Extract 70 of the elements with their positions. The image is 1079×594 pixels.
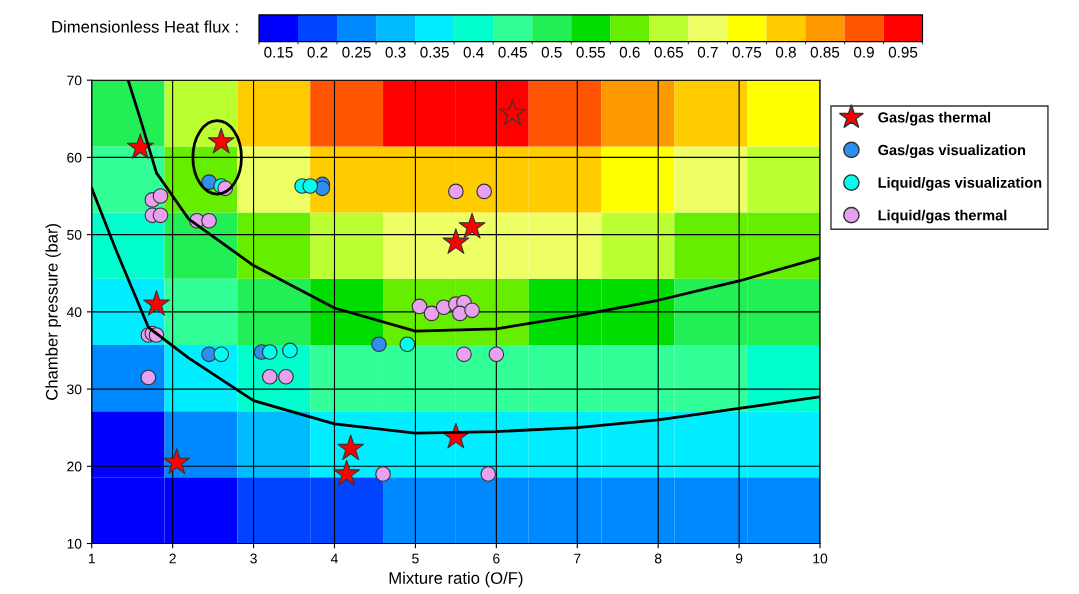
- point: [278, 368, 294, 385]
- color-bar-title: Dimensionless Heat flux :: [52, 20, 238, 33]
- point: [282, 342, 298, 359]
- x-tick-label: 4: [330, 553, 338, 564]
- color-bar-label: 0.8: [775, 46, 796, 58]
- point: [261, 368, 278, 385]
- color-bar-label: 0.55: [576, 46, 605, 58]
- point: [201, 212, 217, 229]
- point: [152, 207, 169, 224]
- point: [399, 336, 416, 353]
- point: [488, 346, 505, 363]
- color-bar-label: 0.75: [732, 46, 762, 58]
- color-bar-label: 0.3: [385, 46, 406, 58]
- color-bar-label: 0.6: [619, 46, 640, 58]
- color-bar-label: 0.65: [654, 46, 684, 58]
- point: [480, 466, 497, 482]
- color-bar-label: 0.5: [541, 46, 562, 58]
- point: [163, 448, 191, 474]
- point: [442, 228, 470, 254]
- point: [207, 127, 235, 154]
- y-tick-label: 60: [67, 152, 82, 163]
- color-bar-label: 0.35: [420, 46, 449, 58]
- color-bar-label: 0.45: [498, 46, 527, 58]
- point: [423, 305, 440, 322]
- x-tick-label: 10: [813, 553, 828, 564]
- y-tick-label: 20: [67, 461, 82, 472]
- color-bar-label: 0.85: [810, 46, 840, 58]
- color-bar-label: 0.15: [264, 46, 293, 58]
- point: [333, 459, 361, 486]
- y-tick-label: 10: [67, 538, 82, 549]
- point: [213, 346, 230, 363]
- point: [140, 369, 157, 386]
- color-bar-label: 0.95: [888, 46, 918, 58]
- color-bar-label: 0.9: [853, 46, 874, 58]
- legend-label: Liquid/gas visualization: [878, 177, 1042, 191]
- color-bar-label: 0.2: [307, 46, 328, 58]
- x-tick-label: 6: [493, 553, 500, 564]
- x-axis-title: Mixture ratio (O/F): [389, 571, 523, 588]
- point: [375, 466, 391, 482]
- point: [371, 336, 387, 353]
- y-tick-label: 30: [67, 384, 82, 395]
- x-tick-label: 5: [412, 553, 419, 564]
- y-axis-title: Chamber pressure (bar): [45, 223, 61, 400]
- point: [448, 183, 464, 200]
- x-tick-label: 9: [735, 553, 743, 564]
- x-tick-label: 8: [654, 553, 662, 564]
- point: [126, 133, 154, 159]
- point: [302, 178, 319, 194]
- point: [143, 290, 170, 316]
- y-tick-label: 70: [67, 75, 82, 86]
- x-tick-label: 7: [574, 553, 581, 564]
- x-tick-label: 2: [169, 553, 176, 564]
- x-tick-label: 1: [88, 553, 95, 564]
- legend-label: Liquid/gas thermal: [878, 209, 1007, 224]
- point: [456, 346, 472, 363]
- x-tick-label: 3: [250, 553, 257, 564]
- color-bar-label: 0.7: [697, 46, 718, 58]
- point: [261, 344, 278, 360]
- legend-label: Gas/gas visualization: [878, 144, 1026, 159]
- legend-label: Gas/gas thermal: [878, 111, 991, 126]
- color-bar-label: 0.4: [463, 46, 484, 58]
- point: [464, 302, 480, 319]
- point: [499, 99, 526, 125]
- point: [458, 212, 486, 239]
- point: [476, 183, 493, 200]
- point: [152, 188, 169, 204]
- point: [411, 298, 428, 315]
- y-tick-label: 50: [67, 229, 82, 240]
- y-tick-label: 40: [66, 307, 82, 318]
- color-bar-label: 0.25: [342, 46, 371, 58]
